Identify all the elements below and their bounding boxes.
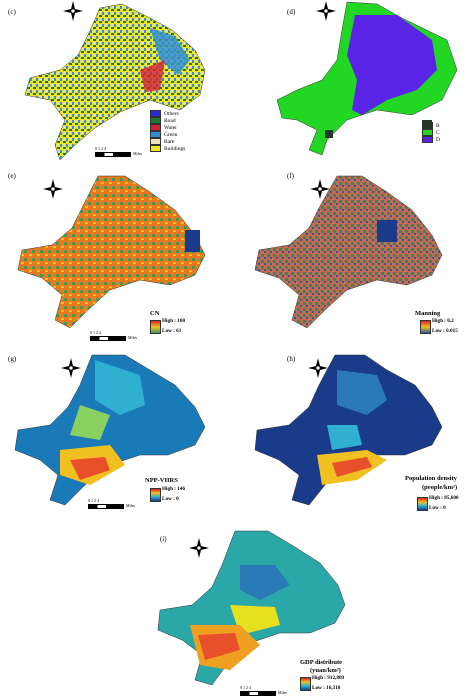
compass-icon [307,357,329,379]
scale-ticks: 0 1 2 4 [90,330,101,335]
manning-legend-low: Low : 0.015 [432,328,458,334]
legend-swatch [150,124,161,131]
legend-item: Bare [150,138,185,145]
compass-icon [60,357,82,379]
legend-label: Others [164,110,179,117]
scale-ticks: 0 1 2 4 [95,146,106,151]
gdp-legend-title: GDP distribute [300,659,343,666]
legend-label: C [436,129,440,136]
panel-label-i: (i) [160,535,167,543]
scale-unit: Miles [133,151,143,156]
legend-label: Green [164,131,178,138]
panel-label-g: (g) [8,355,17,363]
nppviirs-legend-high: High : 146 [162,486,186,492]
legend-label: Bare [164,138,175,145]
nppviirs-legend-low: Low : 0 [162,496,179,502]
compass-icon [315,0,337,22]
panel-f-manning-map: (f) Manning High : 0.2 Low : 0.015 [237,170,474,345]
cn-legend-high: High : 100 [162,318,186,324]
compass-icon [62,0,84,22]
cn-legend-title: CN [150,310,160,317]
scale-bar-graphic [240,691,276,696]
gdp-legend-ramp: High : 912,809 Low : 16,310 [300,675,344,691]
legend-label: Road [164,117,176,124]
legend-item: C [422,129,440,136]
legend-item: Green [150,131,185,138]
nppviirs-map [14,354,206,506]
landuse-legend: Others Road Water Green Bare Buildings [150,110,185,152]
nppviirs-legend-title: NPP-VIIRS [145,477,178,484]
legend-label: D [436,136,440,143]
scale-bar-graphic [88,504,124,509]
scale-ticks: 0 1 2 4 [88,498,99,503]
legend-swatch [422,122,433,129]
panel-c-landuse-map: (c) Others Road Water Green Bare Buildings 0 … [0,0,237,170]
panel-g-nppviirs-map: (g) NPP-VIIRS High : 146 Low : 0 0 1 2 4… [0,345,237,515]
cn-legend-low: Low : 61 [162,328,182,334]
population-legend-low: Low : 0 [429,505,446,511]
compass-icon [188,537,210,559]
manning-legend-title: Manning [415,310,441,317]
manning-map [254,175,443,329]
manning-legend-high: High : 0.2 [432,318,454,324]
legend-item: Others [150,110,185,117]
cn-legend-ramp: High : 100 Low : 61 [150,318,185,334]
population-legend-unit: (people/km²) [422,484,458,491]
legend-swatch [150,131,161,138]
panel-e-cn-map: (e) CN High : 100 Low : 61 0 1 2 4 Miles [0,170,237,345]
legend-swatch [150,138,161,145]
legend-label: Buildings [164,145,186,152]
panel-label-d: (d) [287,8,296,16]
gdp-map [157,530,346,686]
scale-bar-graphic [90,336,126,341]
legend-swatch [422,129,433,136]
legend-swatch [150,110,161,117]
compass-icon [42,178,64,200]
gdp-legend-low: Low : 16,310 [312,685,341,691]
panel-label-h: (h) [287,355,296,363]
panel-label-e: (e) [8,172,16,180]
legend-item: B [422,122,440,129]
panel-label-c: (c) [8,8,16,16]
population-legend-ramp: High : 85,600 Low : 0 [417,495,459,511]
population-map [254,354,443,506]
panel-label-f: (f) [287,172,294,180]
scale-unit: Miles [126,503,136,508]
scale-bar-graphic [95,152,131,157]
scale-ticks: 0 1 2 4 [240,685,251,690]
gdp-legend-unit: (yuan/km²) [310,667,341,674]
nppviirs-legend-ramp: High : 146 Low : 0 [150,486,185,502]
gdp-legend-high: High : 912,809 [312,675,345,681]
panel-h-population-map: (h) Population density (people/km²) High… [237,345,474,525]
legend-item: Buildings [150,145,185,152]
manning-legend-ramp: High : 0.2 Low : 0.015 [420,318,458,334]
legend-item: D [422,136,440,143]
legend-item: Water [150,124,185,131]
legend-label: Water [164,124,177,131]
scale-unit: Miles [128,335,138,340]
landuse-map [24,3,206,161]
soil-group-map [276,1,458,156]
legend-swatch [150,117,161,124]
scale-unit: Miles [278,690,288,695]
legend-swatch [150,145,161,152]
population-legend-title: Population density [405,475,457,482]
population-legend-high: High : 85,600 [429,495,459,501]
compass-icon [309,178,331,200]
legend-item: Road [150,117,185,124]
legend-label: B [436,122,440,129]
panel-i-gdp-map: (i) GDP distribute (yuan/km²) High : 912… [100,525,380,699]
legend-swatch [422,136,433,143]
cn-map [17,175,206,329]
